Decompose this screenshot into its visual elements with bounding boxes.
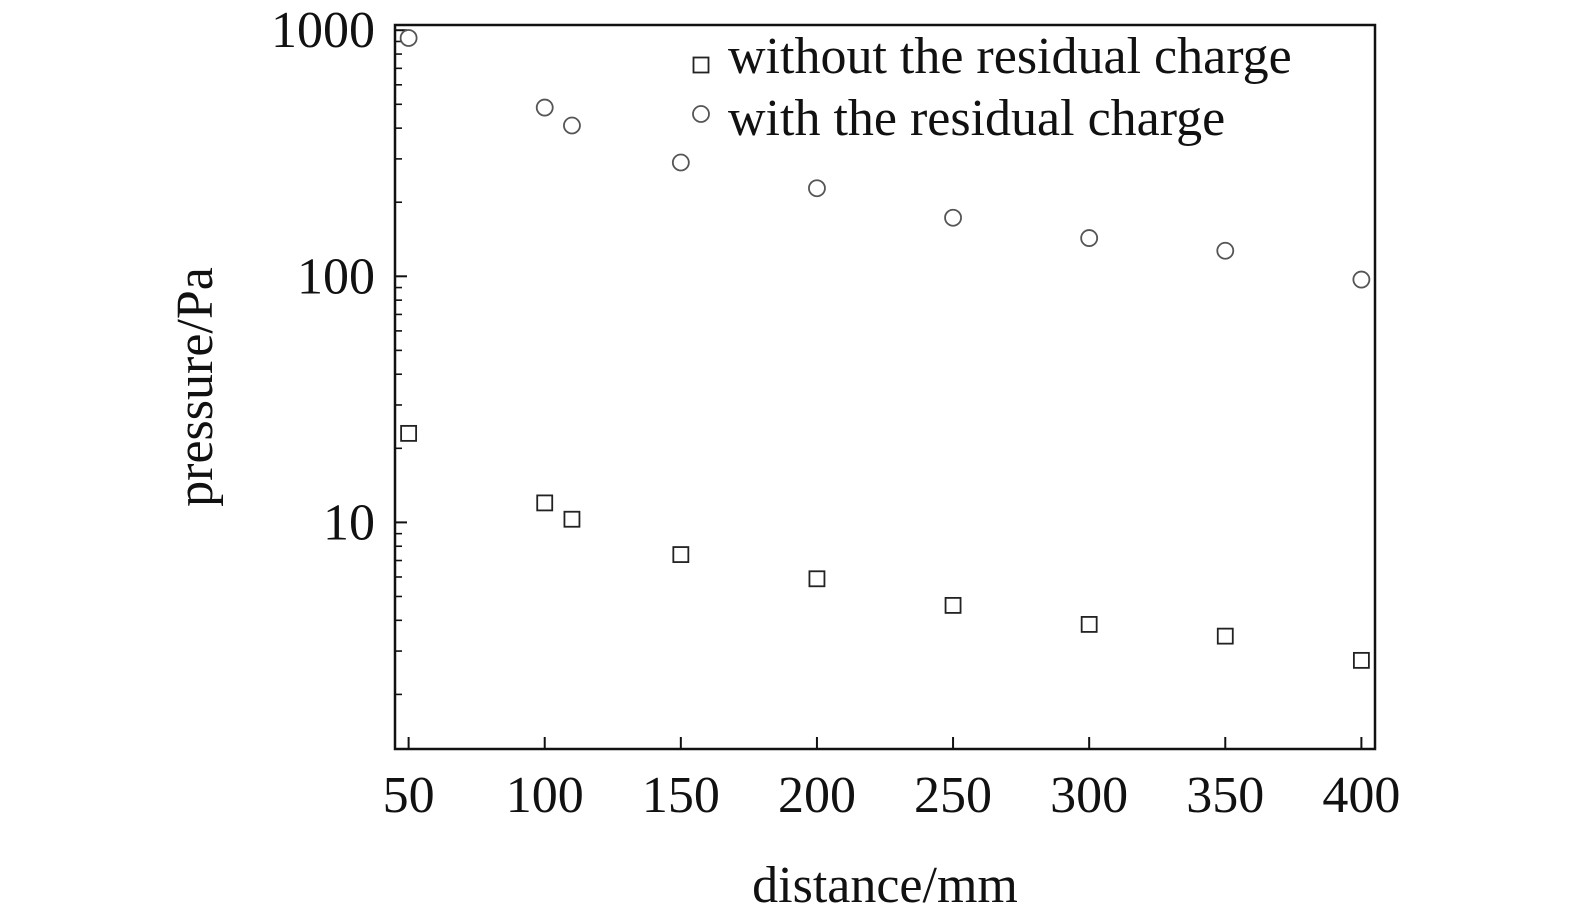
plot-frame [393,23,1377,751]
x-tick-label-350: 350 [1186,767,1264,824]
x-tick-label-250: 250 [914,767,992,824]
circle-point-200 [808,179,826,198]
x-tick-label-150: 150 [642,767,720,824]
square-point-150 [672,546,690,563]
circle-point-250 [944,208,962,227]
legend-marker-square [692,56,710,74]
x-tick-label-200: 200 [778,767,856,824]
square-point-300 [1080,616,1098,633]
y-tick-label-1000: 1000 [271,2,375,59]
x-tick-label-100: 100 [506,767,584,824]
x-axis-title: distance/mm [752,857,1018,914]
legend-circle-icon [692,105,710,123]
square-point-50 [400,424,418,442]
circle-point-150 [671,153,690,172]
circle-point-400 [1352,270,1371,289]
circle-point-110 [563,116,581,135]
y-tick-label-100: 100 [297,248,375,305]
legend: without the residual charge with the res… [692,28,1292,147]
x-tick-label-400: 400 [1322,767,1400,824]
square-point-100 [536,494,554,512]
circle-point-350 [1216,241,1235,260]
legend-square-icon [692,56,710,74]
square-point-400 [1352,651,1370,669]
legend-marker-circle [692,105,710,123]
square-point-350 [1216,627,1234,645]
square-point-250 [944,596,962,614]
circle-point-50 [399,29,418,47]
circle-point-300 [1080,229,1099,247]
y-axis-ticks: 10 100 1000 [271,2,407,696]
legend-label-without-residual-charge: without the residual charge [728,28,1292,85]
x-tick-label-300: 300 [1050,767,1128,824]
y-axis-title: pressure/Pa [167,267,224,507]
x-tick-label-50: 50 [383,767,435,824]
data-points [399,29,1371,669]
square-point-200 [808,570,826,588]
x-axis-ticks: 50 100 150 200 250 300 350 400 [383,737,1400,824]
square-point-110 [563,510,581,528]
y-tick-label-10: 10 [323,494,375,551]
legend-label-with-residual-charge: with the residual charge [728,90,1225,147]
circle-point-100 [535,98,554,117]
